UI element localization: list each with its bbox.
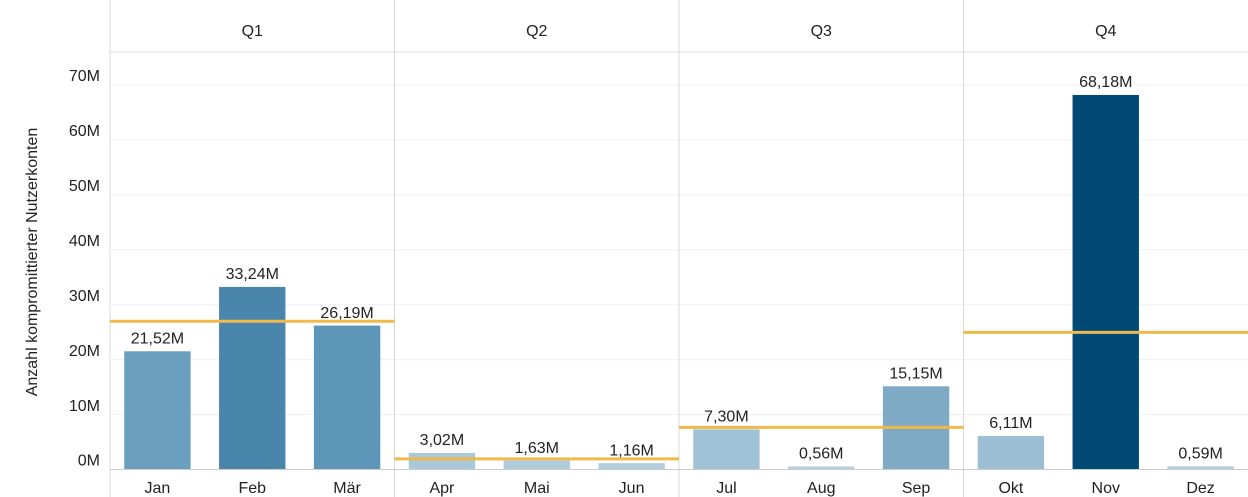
quarter-label: Q3 [811, 23, 832, 40]
x-tick-label: Jun [619, 480, 645, 497]
value-label: 1,16M [609, 442, 653, 459]
x-tick-label: Feb [238, 480, 266, 497]
bar [977, 435, 1045, 470]
y-tick-label: 70M [69, 68, 100, 85]
x-tick-label: Mai [524, 480, 550, 497]
y-tick-label: 10M [69, 398, 100, 415]
x-tick-label: Dez [1186, 480, 1214, 497]
x-tick-label: Jul [716, 480, 736, 497]
x-tick-label: Aug [807, 480, 835, 497]
y-tick-label: 60M [69, 123, 100, 140]
y-tick-label: 0M [78, 453, 100, 470]
bar [1072, 94, 1139, 470]
bar [124, 351, 191, 470]
x-tick-label: Jan [145, 480, 171, 497]
value-label: 6,11M [989, 415, 1032, 432]
value-label: 1,63M [515, 440, 559, 457]
y-tick-label: 30M [69, 288, 100, 305]
x-tick-label: Nov [1092, 480, 1120, 497]
quarter-label: Q1 [242, 23, 263, 40]
bar [219, 286, 286, 470]
x-tick-label: Sep [902, 480, 931, 497]
x-tick-label: Apr [429, 480, 455, 497]
bar [788, 466, 855, 470]
value-label: 7,30M [704, 409, 748, 426]
y-tick-label: 50M [69, 178, 100, 195]
x-tick-label: Mär [333, 480, 361, 497]
quarter-label: Q2 [526, 23, 547, 40]
bar [313, 325, 381, 470]
value-label: 68,18M [1079, 74, 1132, 91]
bar [503, 460, 570, 470]
bar [693, 429, 760, 470]
quarter-label: Q4 [1095, 23, 1116, 40]
value-label: 3,02M [420, 432, 464, 449]
value-label: 0,56M [799, 446, 843, 463]
bar [1167, 466, 1234, 470]
value-label: 26,19M [320, 305, 373, 322]
y-tick-label: 20M [69, 343, 100, 360]
value-label: 21,52M [131, 331, 184, 348]
bar [408, 452, 476, 470]
x-tick-label: Okt [998, 480, 1023, 497]
bar [598, 463, 665, 470]
value-label: 15,15M [889, 365, 942, 382]
y-tick-label: 40M [69, 233, 100, 250]
y-axis-title: Anzahl kompromittierter Nutzerkonten [24, 128, 41, 397]
value-label: 0,59M [1178, 445, 1222, 462]
value-label: 33,24M [226, 266, 279, 283]
